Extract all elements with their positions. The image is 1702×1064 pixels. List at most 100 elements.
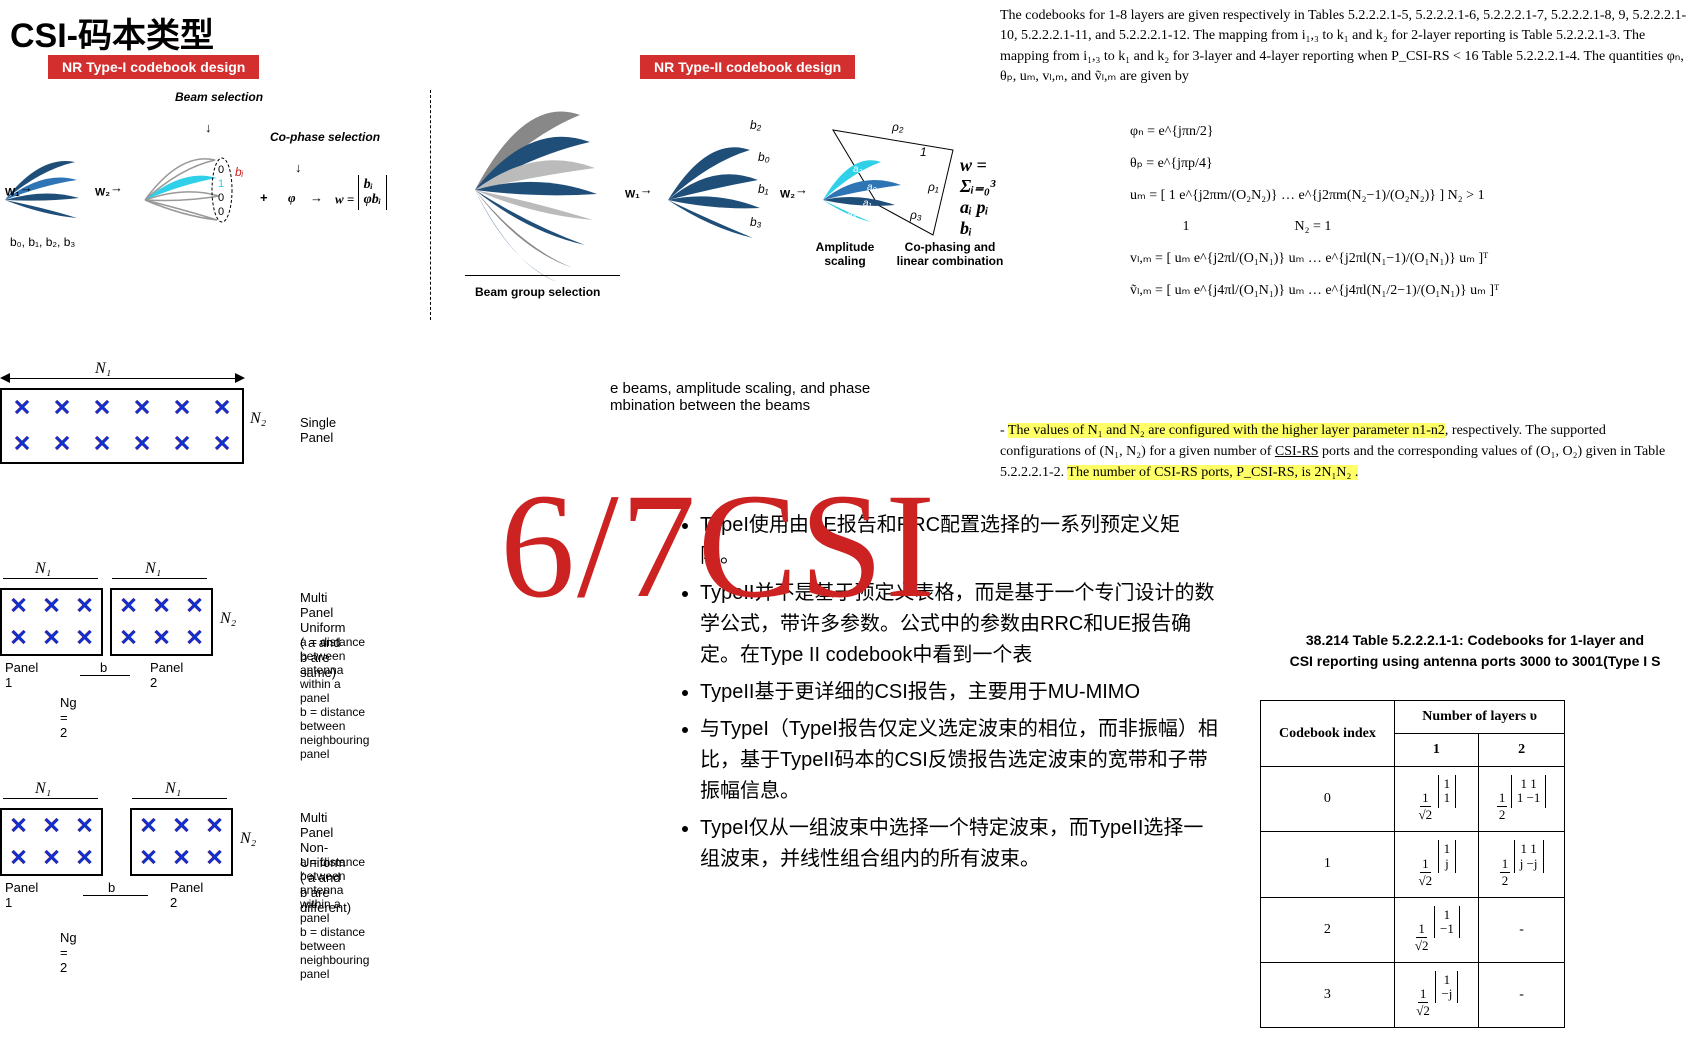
n1-nu2: N₁	[165, 780, 181, 798]
w2-label-2: W₂→	[780, 182, 808, 201]
b-nu: b	[108, 880, 115, 895]
formula-um: uₘ = [ 1 e^{j2πm/(O₂N₂)} … e^{j2πm(N₂−1)…	[1130, 184, 1650, 208]
rho3: ρ₃	[910, 208, 922, 222]
page-title: CSI-码本类型	[10, 8, 214, 57]
formula-phi: φₙ = e^{jπn/2}	[1130, 120, 1650, 144]
th-layers: Number of layers υ	[1394, 701, 1565, 734]
svg-text:1: 1	[218, 178, 224, 190]
antenna-cell: ✕✕	[68, 590, 101, 622]
b2: b₂	[750, 118, 761, 132]
antenna-cell: ✕✕	[198, 842, 231, 874]
n1-label: N₁	[95, 360, 111, 378]
codebook-table: Codebook index Number of layers υ 1 2 01…	[1260, 700, 1565, 1028]
antenna-cell: ✕✕	[165, 810, 198, 842]
formula-um1: 1 N₂ = 1	[1130, 215, 1650, 239]
type1-label: NR Type-I codebook design	[48, 55, 259, 79]
ng-u: Ng = 2	[60, 695, 77, 740]
table-row: 01√2 1112 1 11 −1	[1261, 767, 1565, 832]
mnu-notes: a = distance between antenna within a pa…	[300, 855, 369, 981]
b1: b₁	[758, 182, 768, 196]
th-idx: Codebook index	[1261, 701, 1395, 767]
table-row: 11√2 1j12 1 1j −j	[1261, 832, 1565, 897]
beam-group-label: Beam group selection	[475, 285, 600, 299]
formula-theta: θₚ = e^{jπp/4}	[1130, 152, 1650, 176]
rho1: ρ₁	[928, 180, 939, 194]
antenna-cell: ✕✕	[35, 622, 68, 654]
antenna-cell: ✕✕	[198, 810, 231, 842]
table-row: 31√2 1−j-	[1261, 962, 1565, 1027]
table-title: 38.214 Table 5.2.2.2.1-1: Codebooks for …	[1260, 630, 1690, 672]
antenna-cell: ✕✕	[178, 590, 211, 622]
w1-arrow: W₁→	[5, 180, 33, 199]
partial-caption: e beams, amplitude scaling, and phase mb…	[610, 380, 870, 414]
svg-text:a₂: a₂	[853, 164, 863, 175]
w2-arrow: W₂→	[95, 180, 123, 199]
svg-text:0: 0	[218, 192, 224, 204]
mu-notes: a = distance between antenna within a pa…	[300, 635, 369, 761]
th-1: 1	[1394, 734, 1478, 767]
antenna-cell: ✕✕	[68, 622, 101, 654]
n1-nu1: N₁	[35, 780, 51, 798]
antenna-cell: ✕✕	[2, 426, 42, 462]
antenna-cell: ✕✕	[35, 842, 68, 874]
antenna-cell: ✕✕	[2, 622, 35, 654]
type2-label: NR Type-II codebook design	[640, 55, 855, 79]
b0: b₀	[758, 150, 770, 164]
cophase-sel-label: Co-phase selection	[270, 130, 380, 144]
antenna-cell: ✕✕	[68, 842, 101, 874]
type1-diagram: b₀, b₁, b₂, b₃ W₁→ W₂→ Beam selection ↓ …	[0, 90, 430, 280]
formula-vlm: vₗ,ₘ = [ uₘ e^{j2πl/(O₁N₁)} uₘ … e^{j2πl…	[1130, 247, 1650, 271]
svg-text:a₀: a₀	[867, 182, 877, 193]
antenna-cell: ✕✕	[145, 590, 178, 622]
bullet-0: TypeI使用由UE报告和RRC配置选择的一系列预定义矩阵。	[700, 510, 1220, 572]
bullet-list: TypeI使用由UE报告和RRC配置选择的一系列预定义矩阵。 TypeII并不是…	[680, 510, 1220, 881]
sum-formula: w = Σᵢ₌₀³ aᵢ pᵢ bᵢ	[960, 155, 995, 239]
single-panel-caption: Single Panel	[300, 415, 336, 445]
antenna-cell: ✕✕	[202, 426, 242, 462]
n1-u2: N₁	[145, 560, 161, 578]
panel2-nu: Panel 2	[170, 880, 203, 910]
n2-u: N₂	[220, 610, 236, 628]
bullet-1: TypeII并不是基于预定义表格，而是基于一个专门设计的数学公式，带许多参数。公…	[700, 578, 1220, 671]
antenna-cell: ✕✕	[122, 390, 162, 426]
n2-label: N₂	[250, 410, 266, 428]
antenna-cell: ✕✕	[2, 810, 35, 842]
rho-one: 1	[920, 145, 927, 159]
bullet-2: TypeII基于更详细的CSI报告，主要用于MU-MIMO	[700, 677, 1220, 708]
svg-text:a₁: a₁	[863, 198, 872, 209]
rho2: ρ₂	[892, 120, 903, 134]
amp-scale-label: Amplitude scaling	[805, 240, 885, 268]
antenna-cell: ✕✕	[162, 390, 202, 426]
panel1-nu: Panel 1	[5, 880, 38, 910]
formula-vlm-tilde: ṽₗ,ₘ = [ uₘ e^{j4πl/(O₁N₁)} uₘ … e^{j4πl…	[1130, 279, 1650, 303]
antenna-cell: ✕✕	[178, 622, 211, 654]
b3: b₃	[750, 215, 761, 229]
antenna-cell: ✕✕	[112, 590, 145, 622]
cophase-comb-label: Co-phasing and linear combination	[890, 240, 1010, 268]
antenna-cell: ✕✕	[132, 842, 165, 874]
antenna-cell: ✕✕	[112, 622, 145, 654]
antenna-cell: ✕✕	[162, 426, 202, 462]
type2-diagram: Beam group selection W₁→ b₂ b₀ b₁ b₃ W₂→…	[450, 90, 930, 320]
antenna-cell: ✕✕	[132, 810, 165, 842]
separator	[430, 90, 431, 320]
antenna-cell: ✕✕	[35, 590, 68, 622]
beams-b-label: b₀, b₁, b₂, b₃	[10, 235, 75, 249]
antenna-cell: ✕✕	[2, 390, 42, 426]
antenna-cell: ✕✕	[145, 622, 178, 654]
highlight-note: - The values of N₁ and N₂ are configured…	[1000, 420, 1690, 483]
table-row: 21√2 1−1-	[1261, 897, 1565, 962]
n1-u1: N₁	[35, 560, 51, 578]
antenna-cell: ✕✕	[35, 810, 68, 842]
antenna-cell: ✕✕	[122, 426, 162, 462]
antenna-cell: ✕✕	[82, 426, 122, 462]
svg-text:0: 0	[218, 206, 224, 218]
antenna-cell: ✕✕	[2, 842, 35, 874]
w1-label-2: W₁→	[625, 182, 653, 201]
bi-label: bᵢ	[235, 165, 243, 179]
bullet-4: TypeI仅从一组波束中选择一个特定波束，而TypeII选择一组波束，并线性组合…	[700, 813, 1220, 875]
antenna-cell: ✕✕	[42, 390, 82, 426]
svg-text:a₃: a₃	[847, 210, 857, 221]
th-2: 2	[1478, 734, 1565, 767]
b-u: b	[100, 660, 107, 675]
